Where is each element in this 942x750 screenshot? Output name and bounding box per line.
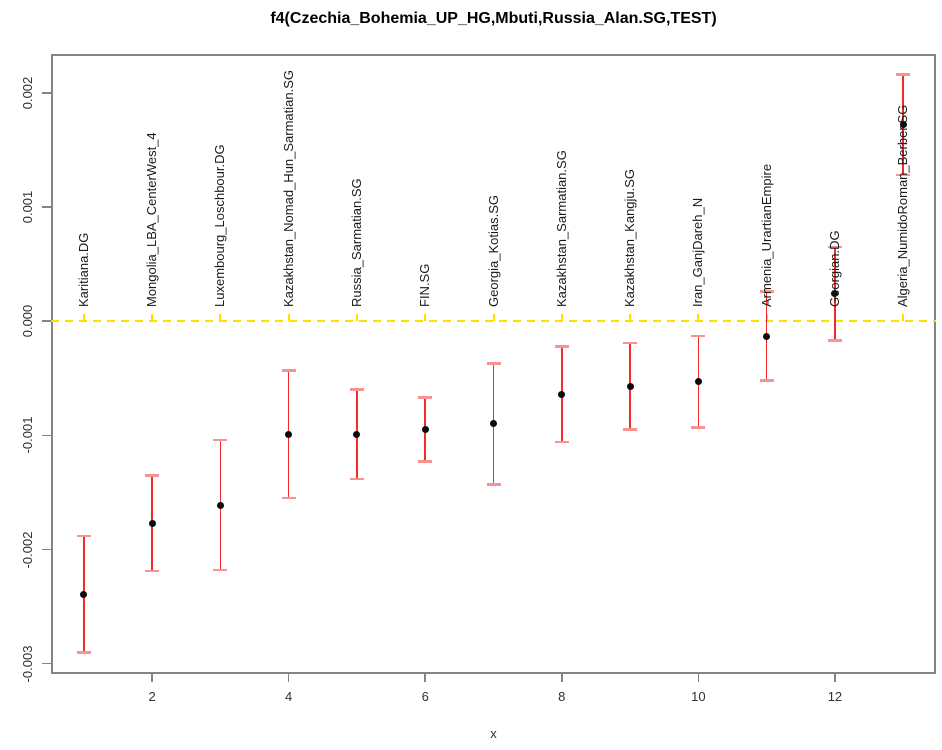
chart-title: f4(Czechia_Bohemia_UP_HG,Mbuti,Russia_Al… (270, 10, 717, 27)
error-bar-cap-top (554, 345, 569, 348)
zero-line-tick (492, 314, 495, 322)
x-axis-tick (287, 674, 290, 682)
data-point-dot (353, 430, 361, 438)
error-bar-cap-top (827, 245, 842, 249)
error-bar-cap-top (691, 334, 706, 338)
point-label: Kazakhstan_Nomad_Hun_Sarmatian.SG (280, 70, 296, 308)
error-bar-cap-bottom (554, 440, 569, 444)
data-point-dot (216, 501, 224, 509)
point-label: Kazakhstan_Kangju.SG (622, 169, 638, 308)
error-bar-cap-bottom (623, 428, 638, 431)
plot-frame (51, 54, 936, 674)
x-axis-tick-label: 2 (148, 689, 156, 704)
point-label: Russia_Sarmatian.SG (348, 178, 364, 308)
error-bar-cap-bottom (691, 426, 706, 429)
data-point-dot (285, 430, 293, 438)
data-point-dot (80, 590, 88, 598)
error-bar-cap-top (486, 362, 501, 365)
y-axis-tick-label: -0.002 (20, 531, 35, 568)
error-bar-cap-top (623, 341, 638, 345)
zero-reference-line (51, 320, 936, 323)
error-bar-cap-bottom (759, 379, 774, 382)
point-label: Luxembourg_Loschbour.DG (212, 144, 228, 308)
point-label: Georgian.DG (826, 230, 842, 308)
zero-line-tick (151, 314, 154, 322)
zero-line-tick (902, 314, 905, 322)
x-axis-tick (834, 674, 836, 682)
point-label: Karitiana.DG (75, 232, 91, 308)
y-axis-tick (42, 548, 51, 551)
data-point-dot (626, 382, 634, 390)
y-axis-tick (42, 92, 51, 94)
zero-line-tick (629, 314, 632, 322)
point-label: FIN.SG (417, 263, 433, 308)
x-axis-title: x (490, 726, 497, 741)
data-point-dot (831, 290, 839, 298)
zero-line-tick (82, 314, 85, 322)
x-axis-tick (697, 674, 700, 682)
error-bar-cap-bottom (349, 477, 364, 480)
zero-line-tick (219, 314, 222, 322)
error-bar-cap-top (349, 388, 364, 391)
point-label: Iran_GanjDareh_N (690, 198, 706, 308)
point-label: Kazakhstan_Sarmatian.SG (553, 150, 569, 308)
error-bar-cap-bottom (145, 569, 160, 573)
error-bar-cap-top (896, 73, 911, 76)
y-axis-tick-label: -0.001 (20, 416, 35, 454)
x-axis-tick (151, 674, 153, 682)
x-axis-tick (424, 674, 426, 682)
error-bar-cap-top (281, 369, 296, 372)
zero-line-tick (355, 314, 358, 322)
point-label: Mongolia_LBA_CenterWest_4 (144, 132, 160, 308)
error-bar-cap-top (759, 290, 774, 293)
error-bar-cap-bottom (827, 339, 842, 342)
point-label: Georgia_Kotias.SG (485, 195, 501, 308)
error-bar-cap-bottom (213, 568, 228, 572)
y-axis-tick-label: 0.000 (20, 304, 35, 338)
data-point-dot (558, 390, 566, 398)
zero-line-tick (424, 314, 427, 322)
y-axis-tick (42, 320, 51, 322)
data-point-dot (148, 519, 156, 527)
error-bar-cap-bottom (896, 173, 911, 177)
y-axis-tick (42, 434, 51, 437)
data-point-dot (421, 426, 429, 434)
x-axis-tick-label: 6 (421, 689, 429, 704)
y-axis-tick (42, 206, 51, 208)
x-axis-tick-label: 8 (558, 689, 566, 704)
zero-line-tick (287, 314, 290, 322)
error-bar-cap-bottom (418, 460, 433, 463)
zero-line-tick (697, 314, 700, 322)
x-axis-tick-label: 4 (285, 689, 293, 704)
point-label: Armenia_UrartianEmpire (758, 164, 774, 308)
error-bar-cap-bottom (486, 483, 501, 486)
error-bar-cap-bottom (281, 496, 296, 500)
data-point-dot (694, 378, 702, 386)
data-point-dot (899, 121, 907, 129)
y-axis-tick-label: 0.001 (20, 190, 35, 224)
y-axis-tick-label: -0.003 (20, 645, 35, 683)
data-point-dot (763, 332, 771, 340)
y-axis-tick (42, 662, 51, 665)
point-label: Algeria_NumidoRoman_Berber.SG (895, 104, 911, 308)
x-axis-tick-label: 12 (827, 689, 843, 704)
x-axis-tick-label: 10 (691, 689, 706, 704)
error-bar-cap-top (76, 534, 91, 538)
error-bar-cap-top (145, 474, 160, 477)
error-bar-cap-bottom (76, 651, 91, 654)
x-axis-tick (561, 674, 563, 682)
data-point-dot (490, 420, 497, 428)
y-axis-tick-label: 0.002 (20, 76, 35, 110)
error-bar-cap-top (418, 396, 433, 399)
error-bar-cap-top (213, 438, 228, 442)
zero-line-tick (560, 314, 563, 322)
